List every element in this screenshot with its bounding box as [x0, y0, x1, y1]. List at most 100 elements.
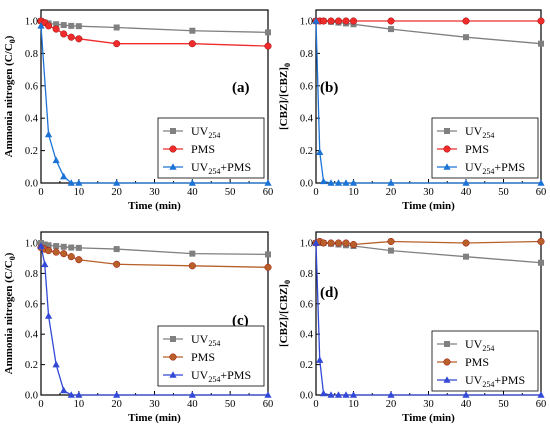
x-tick-label: 0 — [313, 399, 318, 410]
data-point-s3 — [342, 391, 350, 398]
data-point-s3 — [342, 179, 350, 186]
legend-label: UV254+PMS — [191, 368, 251, 384]
y-axis-label: [CBZ]/[CBZ]0 — [278, 280, 292, 347]
series-line-1 — [40, 20, 269, 33]
data-point-s3 — [327, 391, 335, 398]
series-line-1 — [316, 242, 542, 264]
x-tick-label: 30 — [149, 399, 160, 410]
y-axis-label: Ammonia nitrogen (C/C0) — [3, 252, 17, 374]
data-point-s3 — [537, 391, 545, 398]
data-point-s3 — [537, 179, 545, 186]
data-point-s1 — [75, 23, 82, 30]
legend-marker — [169, 353, 177, 361]
series-line-3 — [315, 242, 541, 396]
x-tick-label: 20 — [111, 187, 122, 198]
legend-label: UV254+PMS — [465, 160, 525, 176]
chart-panel-a: 0 10 20 30 40 50 60 0.0 0.2 0.4 0.6 0.8 1.0 Time (min… — [3, 9, 274, 212]
x-tick-label: 10 — [74, 399, 85, 410]
data-point-s3 — [67, 391, 75, 398]
legend-marker — [444, 341, 450, 347]
y-tick-label: 0.2 — [25, 360, 38, 371]
y-tick-label: 0.0 — [300, 391, 313, 402]
series-line-3 — [315, 20, 541, 184]
x-tick-label: 30 — [423, 399, 434, 410]
y-tick-label: 0.4 — [25, 114, 39, 125]
panel-label: (c) — [232, 313, 249, 329]
legend-marker — [443, 358, 451, 366]
data-point-s3 — [60, 172, 68, 180]
legend-label: UV254 — [465, 337, 494, 353]
data-point-s2 — [327, 17, 335, 25]
legend-label: UV254 — [465, 124, 494, 140]
data-point-s2 — [387, 237, 395, 246]
series-line-1 — [40, 242, 269, 256]
x-tick-label: 0 — [38, 187, 43, 198]
legend-marker — [444, 128, 450, 134]
y-tick-label: 0.2 — [300, 146, 313, 157]
data-point-s1 — [265, 251, 271, 258]
data-point-s2 — [188, 262, 196, 270]
data-point-s1 — [113, 246, 120, 253]
x-tick-label: 0 — [38, 399, 43, 410]
x-tick-label: 40 — [187, 187, 198, 198]
chart-panel-d: 0 10 20 30 40 50 60 0.0 0.2 0.4 0.6 0.8 1.0 Time (min… — [278, 231, 546, 424]
y-tick-label: 0.0 — [25, 179, 38, 190]
data-point-s1 — [68, 244, 75, 251]
x-tick-label: 20 — [111, 399, 122, 410]
data-point-s1 — [75, 244, 82, 251]
series-line-2 — [315, 240, 542, 246]
data-point-s1 — [189, 27, 196, 34]
legend-label: PMS — [465, 142, 489, 156]
data-point-s2 — [67, 33, 75, 41]
data-point-s2 — [327, 239, 335, 247]
data-point-s2 — [349, 17, 358, 25]
y-tick-label: 0.8 — [300, 49, 313, 60]
data-point-s3 — [188, 391, 196, 398]
x-tick-label: 60 — [263, 187, 274, 198]
y-tick-label: 1.0 — [300, 17, 313, 28]
data-point-s1 — [41, 241, 48, 248]
x-tick-label: 10 — [348, 187, 359, 198]
data-point-s3 — [37, 22, 45, 29]
data-point-s2 — [319, 17, 328, 25]
data-point-s2 — [334, 239, 343, 247]
legend-marker — [170, 336, 176, 342]
y-tick-label: 0.6 — [300, 299, 313, 310]
x-tick-label: 20 — [386, 187, 397, 198]
x-axis-label: Time (min) — [402, 200, 455, 212]
y-tick-label: 0.2 — [300, 360, 313, 371]
x-tick-label: 50 — [225, 187, 236, 198]
x-tick-label: 50 — [498, 187, 509, 198]
panel-label: (d) — [320, 285, 338, 301]
data-point-s1 — [265, 29, 271, 36]
y-tick-label: 0.6 — [25, 81, 38, 92]
x-tick-label: 30 — [149, 187, 160, 198]
data-point-s3 — [264, 391, 272, 398]
data-point-s1 — [463, 253, 469, 260]
legend-label: PMS — [191, 142, 215, 156]
y-tick-label: 0.0 — [300, 179, 313, 190]
data-point-s1 — [388, 247, 394, 254]
x-tick-label: 50 — [225, 399, 236, 410]
data-point-s3 — [316, 356, 324, 363]
y-tick-label: 0.4 — [25, 330, 39, 341]
data-point-s2 — [462, 239, 470, 247]
data-point-s1 — [45, 242, 52, 249]
data-point-s2 — [60, 30, 68, 38]
data-point-s3 — [44, 312, 53, 319]
x-axis-label: Time (min) — [402, 412, 455, 424]
data-point-s2 — [334, 17, 343, 25]
series-line-2 — [40, 246, 269, 268]
data-point-s1 — [388, 26, 394, 33]
legend-marker — [169, 145, 177, 153]
data-point-s1 — [538, 259, 544, 266]
x-tick-label: 60 — [536, 187, 547, 198]
series-line-2 — [40, 20, 269, 47]
y-tick-label: 0.0 — [25, 391, 38, 402]
data-point-s2 — [113, 40, 121, 48]
legend-marker — [443, 145, 451, 153]
data-point-s1 — [189, 250, 196, 257]
data-point-s2 — [75, 35, 83, 43]
data-point-s3 — [312, 239, 320, 246]
